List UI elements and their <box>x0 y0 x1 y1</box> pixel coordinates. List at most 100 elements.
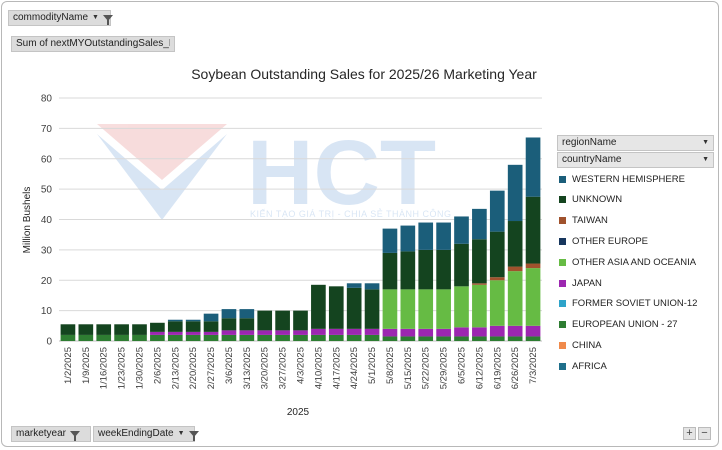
x-tick-label: 1/30/2025 <box>135 347 146 389</box>
bar-segment <box>114 324 129 335</box>
country-name-label: countryName <box>562 154 622 165</box>
x-tick-label: 3/13/2025 <box>242 347 253 389</box>
y-tick-label: 40 <box>41 215 53 226</box>
x-tick-label: 1/16/2025 <box>99 347 110 389</box>
x-tick-label: 2/13/2025 <box>170 347 181 389</box>
watermark-logo-triangle-bottom <box>97 134 227 220</box>
value-field-button[interactable]: Sum of nextMYOutstandingSales_E <box>11 36 175 52</box>
bar-segment <box>489 280 505 326</box>
legend-item: AFRICA <box>559 359 607 373</box>
bar-segment <box>489 277 505 281</box>
y-tick-label: 50 <box>41 185 53 196</box>
x-tick-label: 1/23/2025 <box>117 347 128 389</box>
bar-segment <box>489 336 505 341</box>
bar-segment <box>346 334 362 341</box>
bar-segment <box>525 137 541 197</box>
dropdown-arrow-icon: ▼ <box>702 156 709 163</box>
market-year-field-button[interactable]: marketyear <box>11 426 91 442</box>
legend-swatch <box>559 300 566 308</box>
bar-segment <box>436 336 451 341</box>
bar-segment <box>275 330 290 335</box>
bar-segment <box>454 327 469 337</box>
bar-segment <box>96 324 112 335</box>
x-tick-labels: 1/2/2025 1/9/2025 1/16/2025 1/23/2025 1/30/2… <box>63 347 539 389</box>
bar-segment <box>78 324 94 335</box>
bar-segment <box>221 309 237 319</box>
x-tick-label: 4/10/2025 <box>313 347 324 389</box>
chart-title: Soybean Outstanding Sales for 2025/26 Ma… <box>191 66 537 82</box>
legend-swatch <box>559 217 566 225</box>
bar-segment <box>418 289 434 329</box>
watermark-tagline: KIẾN TẠO GIÁ TRỊ - CHIA SẺ THÀNH CÔNG <box>250 208 452 219</box>
bar-segment <box>60 334 76 341</box>
bar-segment <box>257 330 273 335</box>
bar-segment <box>507 221 523 267</box>
bar-segment <box>472 336 487 341</box>
bar-segment <box>203 334 219 341</box>
x-tick-label: 6/12/2025 <box>474 347 485 389</box>
x-tick-label: 3/6/2025 <box>224 347 235 384</box>
legend-item: TAIWAN <box>559 214 608 228</box>
legend-item: FORMER SOVIET UNION-12 <box>559 297 697 311</box>
bar-segment <box>185 334 201 341</box>
bar-segment <box>507 164 523 222</box>
bar-segment <box>328 286 344 329</box>
bar-segment <box>525 196 541 264</box>
legend-label: UNKNOWN <box>572 194 623 206</box>
bar-segment <box>418 222 434 250</box>
bar-segment <box>436 249 451 290</box>
expand-field-button[interactable]: + <box>683 427 696 440</box>
bar-segment <box>185 331 201 335</box>
bar-segment <box>382 328 398 337</box>
collapse-field-button[interactable]: − <box>698 427 711 440</box>
bar-segment <box>221 334 237 341</box>
legend-label: EUROPEAN UNION - 27 <box>572 319 678 331</box>
commodity-name-filter-button[interactable]: commodityName ▼ <box>8 10 113 26</box>
watermark: HCT KIẾN TẠO GIÁ TRỊ - CHIA SẺ THÀNH CÔN… <box>97 122 452 224</box>
bar-segment <box>132 334 147 341</box>
x-tick-label: 7/3/2025 <box>528 347 539 384</box>
bar-segment <box>167 321 183 332</box>
bar-segment <box>436 222 451 250</box>
bar-segment <box>275 334 290 341</box>
bar-segment <box>96 334 112 341</box>
legend-item: JAPAN <box>559 276 602 290</box>
legend-swatch <box>559 237 566 245</box>
bar-segment <box>400 336 416 341</box>
country-name-field-button[interactable]: countryName ▼ <box>557 152 714 168</box>
watermark-logo-text: HCT <box>247 122 436 224</box>
bar-segment <box>382 336 398 341</box>
x-tick-label: 1/9/2025 <box>81 347 92 384</box>
bar-segment <box>239 309 255 319</box>
bar-segment <box>150 334 165 341</box>
bar-segment <box>400 289 416 329</box>
bar-segment <box>346 283 362 288</box>
bar-segment <box>221 330 237 335</box>
y-tick-label: 30 <box>41 245 53 256</box>
filter-icon <box>188 431 199 441</box>
x-tick-label: 5/29/2025 <box>439 347 450 389</box>
x-tick-label: 5/22/2025 <box>421 347 432 389</box>
legend-item: WESTERN HEMISPHERE <box>559 172 685 186</box>
week-ending-date-field-button[interactable]: weekEndingDate ▼ <box>93 426 199 442</box>
bar-segment <box>472 327 487 337</box>
region-name-label: regionName <box>562 137 617 148</box>
bar-segment <box>472 208 487 240</box>
bar-segment <box>364 334 380 341</box>
bar-segment <box>167 331 183 335</box>
x-tick-label: 6/26/2025 <box>510 347 521 389</box>
x-axis-group-label: 2025 <box>287 407 310 418</box>
bar-segment <box>293 334 308 341</box>
region-name-field-button[interactable]: regionName ▼ <box>557 135 714 151</box>
dropdown-arrow-icon: ▼ <box>92 14 99 21</box>
legend-label: FORMER SOVIET UNION-12 <box>572 298 698 310</box>
y-tick-labels: 0 10 20 30 40 50 60 70 80 <box>41 94 53 348</box>
x-tick-label: 3/20/2025 <box>260 347 271 389</box>
bar-segment <box>525 325 541 337</box>
legend-item: EUROPEAN UNION - 27 <box>559 318 678 332</box>
bar-segment <box>418 249 434 290</box>
legend-label: OTHER ASIA AND OCEANIA <box>572 256 697 268</box>
value-field-label: Sum of nextMYOutstandingSales_E <box>16 38 170 49</box>
bar-segment <box>275 310 290 331</box>
bar-segment <box>454 243 469 287</box>
